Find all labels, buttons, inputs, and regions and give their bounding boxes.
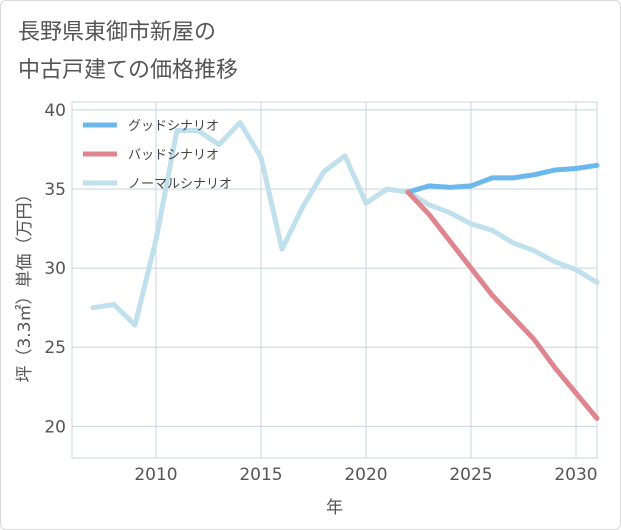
y-tick-label: 35 — [44, 180, 66, 200]
y-axis-title: 坪（3.3㎡）単価（万円） — [15, 185, 35, 382]
y-tick-label: 25 — [44, 338, 66, 358]
chart-title-line1: 長野県東御市新屋の — [18, 20, 217, 45]
chart-title: 長野県東御市新屋の 中古戸建ての価格推移 — [18, 14, 238, 90]
x-tick-label: 2025 — [449, 465, 492, 485]
x-tick-label: 2015 — [239, 465, 282, 485]
legend-label: グッドシナリオ — [128, 119, 219, 134]
good-scenario-line — [405, 162, 600, 195]
legend-normal-scenario[interactable]: ノーマルシナリオ — [83, 177, 232, 192]
bad-scenario-line — [405, 189, 600, 421]
legend-label: ノーマルシナリオ — [128, 177, 232, 192]
x-tick-label: 2020 — [344, 465, 387, 485]
axes: 年 坪（3.3㎡）単価（万円） 2010 2015 2020 2025 20302025… — [15, 101, 598, 518]
x-tick-label: 2010 — [134, 465, 177, 485]
y-tick-label: 30 — [44, 259, 66, 279]
legend-label: バッドシナリオ — [128, 148, 219, 163]
chart-title-line2: 中古戸建ての価格推移 — [18, 58, 239, 83]
series — [90, 120, 600, 421]
y-tick-label: 40 — [44, 101, 66, 121]
normal-scenario-line — [90, 120, 600, 328]
y-tick-label: 20 — [44, 417, 66, 437]
legend-bad-scenario[interactable]: バッドシナリオ — [83, 148, 219, 163]
x-tick-label: 2030 — [554, 465, 597, 485]
legend-good-scenario[interactable]: グッドシナリオ — [83, 119, 219, 134]
x-axis-title: 年 — [326, 498, 343, 518]
